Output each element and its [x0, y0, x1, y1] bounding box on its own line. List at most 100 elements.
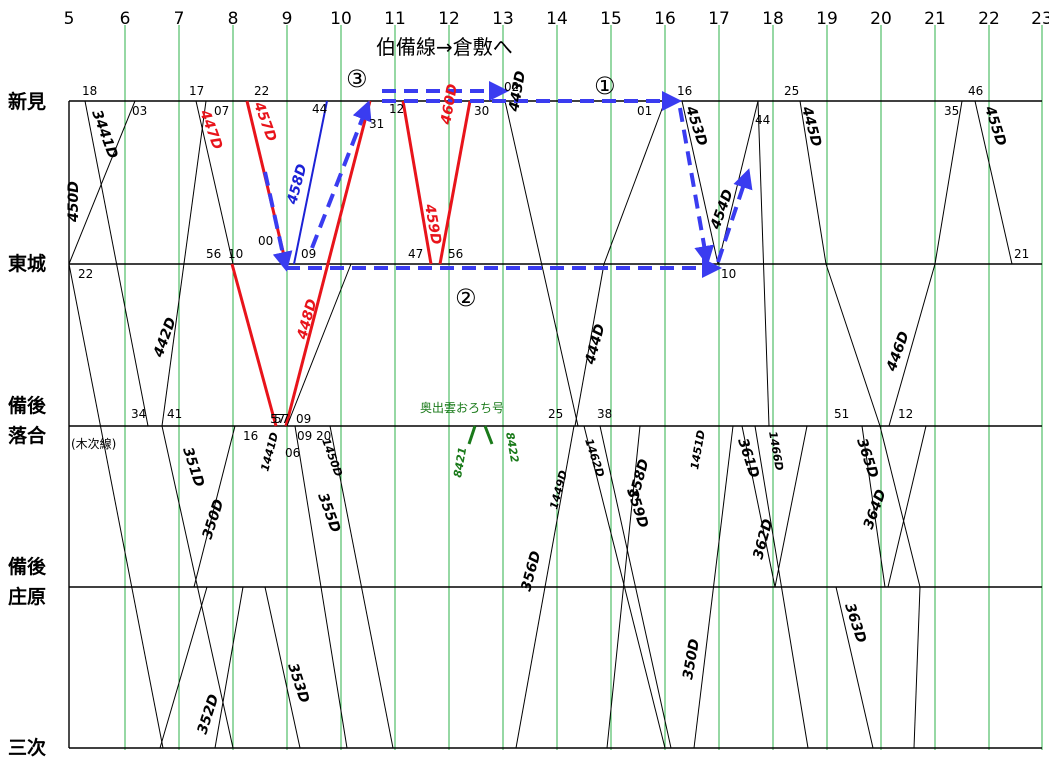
route-arrows: [263, 81, 753, 278]
train-line-2: [68, 263, 164, 749]
train-line-4: [161, 100, 207, 427]
train-label-460D: 460D: [438, 83, 461, 127]
train-line-21: [574, 263, 605, 427]
special-train-8422-line: [483, 425, 494, 445]
hakubi-line-label: 伯備線→倉敷へ: [376, 35, 513, 59]
minute-label-15: 46: [968, 84, 983, 98]
minute-label-22: 56: [448, 247, 463, 261]
hour-labels: 5 6 7 8 9 10 11 12 13 14 15 16 17 18 19 20 21 22 23: [64, 9, 1049, 29]
hour-label-17: 17: [708, 9, 730, 29]
train-line-12: [230, 263, 278, 427]
train-line-6: [159, 586, 208, 749]
minute-label-9: 02: [504, 80, 519, 94]
train-line-26: [757, 100, 770, 427]
hour-label-5: 5: [64, 9, 75, 29]
train-line-0: [84, 100, 149, 427]
minute-label-36: 51: [834, 407, 849, 421]
train-line-34: [913, 586, 921, 749]
train-label-1441D: 1441D: [258, 431, 281, 473]
minute-label-19: 00: [258, 234, 273, 248]
train-line-5: [161, 425, 234, 749]
hour-label-14: 14: [546, 9, 568, 29]
train-label-353D: 353D: [284, 661, 312, 705]
minute-label-31: 09: [297, 429, 312, 443]
train-line-32: [825, 263, 881, 427]
minute-label-7: 12: [389, 102, 404, 116]
special-train-8421-label: 8421: [451, 446, 469, 478]
hour-label-22: 22: [978, 9, 1000, 29]
special-train-8422-label: 8422: [503, 431, 521, 464]
route-circle-1: ①: [594, 72, 616, 100]
train-label-454D: 454D: [707, 188, 736, 233]
train-label-350D: 350D: [680, 638, 703, 681]
route-arrow-down: [263, 171, 293, 272]
minute-label-26: 34: [131, 407, 146, 421]
minute-label-11: 16: [677, 84, 692, 98]
hour-label-8: 8: [228, 9, 239, 29]
train-line-29: [774, 425, 808, 588]
hour-label-15: 15: [600, 9, 622, 29]
station-label-2-1: 落合: [8, 424, 47, 447]
minute-label-25: 21: [1014, 247, 1029, 261]
hour-label-21: 21: [924, 9, 946, 29]
train-line-13: [284, 100, 372, 427]
train-line-15: [438, 100, 472, 265]
minute-label-35: 38: [597, 407, 612, 421]
station-label-1-0: 東城: [8, 252, 46, 275]
train-label-442D: 442D: [150, 316, 179, 361]
hour-label-23: 23: [1031, 9, 1049, 29]
minute-label-34: 25: [548, 407, 563, 421]
minute-label-5: 44: [312, 102, 327, 116]
minute-label-10: 01: [637, 104, 652, 118]
minute-label-28: 57: [274, 412, 289, 426]
minute-labels: 18 03 17 07 22 44 31 12 30 02 01 16 44 25 35 46 22 56 10 00…: [78, 80, 1029, 460]
minute-label-4: 22: [254, 84, 269, 98]
train-label-351D: 351D: [179, 445, 207, 489]
train-line-19: [515, 425, 575, 749]
train-label-355D: 355D: [314, 491, 343, 535]
minute-label-12: 44: [755, 113, 770, 127]
hour-label-6: 6: [120, 9, 131, 29]
hour-label-18: 18: [762, 9, 784, 29]
train-line-36: [861, 425, 886, 588]
train-line-10: [329, 425, 394, 749]
minute-label-13: 25: [784, 84, 799, 98]
minute-label-32: 20: [316, 429, 331, 443]
special-train-8421-line: [467, 425, 477, 445]
hour-label-16: 16: [654, 9, 676, 29]
minute-label-17: 56: [206, 247, 221, 261]
train-line-35: [835, 586, 874, 749]
train-label-365D: 365D: [853, 436, 881, 480]
minute-label-2: 17: [189, 84, 204, 98]
train-label-359D: 359D: [623, 486, 651, 530]
minute-label-8: 30: [474, 104, 489, 118]
station-label-0-0: 新見: [8, 90, 46, 113]
train-line-28: [741, 425, 776, 588]
train-line-18: [583, 425, 666, 749]
train-label-444D: 444D: [582, 322, 608, 367]
route-arrow-453: [678, 107, 715, 266]
train-label-364D: 364D: [861, 488, 890, 532]
hour-label-12: 12: [438, 9, 460, 29]
minute-label-1: 03: [132, 104, 147, 118]
train-line-42: [286, 263, 352, 427]
train-label-1451D: 1451D: [688, 429, 708, 470]
train-line-14: [401, 100, 433, 265]
train-line-23: [606, 425, 641, 749]
train-line-40: [974, 100, 1013, 265]
train-line-31: [799, 100, 827, 265]
route-circle-3: ③: [346, 65, 368, 93]
minute-label-21: 47: [408, 247, 423, 261]
minute-label-14: 35: [944, 104, 959, 118]
minute-label-33: 06: [285, 446, 300, 460]
train-line-16: [293, 100, 328, 265]
train-label-363D: 363D: [841, 601, 869, 645]
station-label-4-0: 三次: [8, 736, 46, 758]
train-line-20: [599, 425, 672, 749]
train-label-1462D: 1462D: [582, 437, 607, 479]
hour-label-19: 19: [816, 9, 838, 29]
hour-label-13: 13: [492, 9, 514, 29]
minute-label-23: 57: [270, 412, 285, 426]
